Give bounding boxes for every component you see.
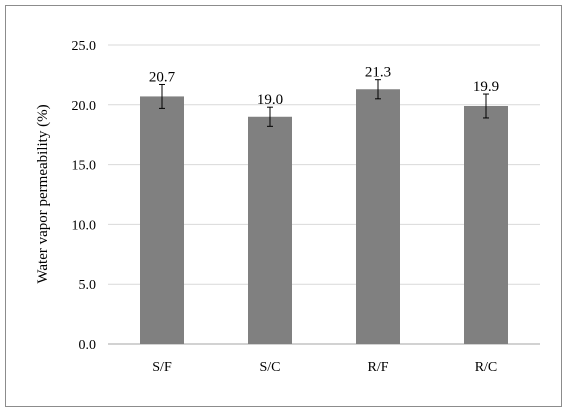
bar [356, 89, 400, 344]
error-bar [267, 106, 273, 127]
error-bar [159, 83, 165, 109]
data-label: 21.3 [365, 65, 391, 81]
x-tick-label: R/C [475, 360, 498, 375]
y-tick-labels: 0.0 5.0 10.0 15.0 20.0 25.0 [72, 39, 97, 353]
y-axis-label: Water vapor permeability (%) [35, 104, 51, 283]
bar [464, 105, 508, 344]
bar [140, 96, 184, 344]
error-bar [483, 93, 489, 119]
x-tick-label: S/C [259, 360, 280, 375]
data-label: 20.7 [149, 69, 176, 85]
data-labels: 20.7 19.0 21.3 19.9 [149, 65, 499, 109]
error-bars [159, 79, 489, 127]
y-tick-label: 0.0 [79, 338, 97, 353]
data-label: 19.9 [473, 79, 499, 95]
bar [248, 116, 292, 344]
y-tick-label: 5.0 [79, 278, 97, 293]
x-tick-label: R/F [367, 360, 388, 375]
x-tick-label: S/F [152, 360, 172, 375]
data-label: 19.0 [257, 92, 283, 108]
x-tick-labels: S/F S/C R/F R/C [152, 360, 497, 375]
y-tick-label: 25.0 [72, 39, 97, 54]
bars [140, 89, 508, 344]
y-tick-label: 15.0 [72, 159, 97, 174]
y-tick-label: 10.0 [72, 218, 97, 233]
y-tick-label: 20.0 [72, 99, 97, 114]
error-bar [375, 79, 381, 100]
